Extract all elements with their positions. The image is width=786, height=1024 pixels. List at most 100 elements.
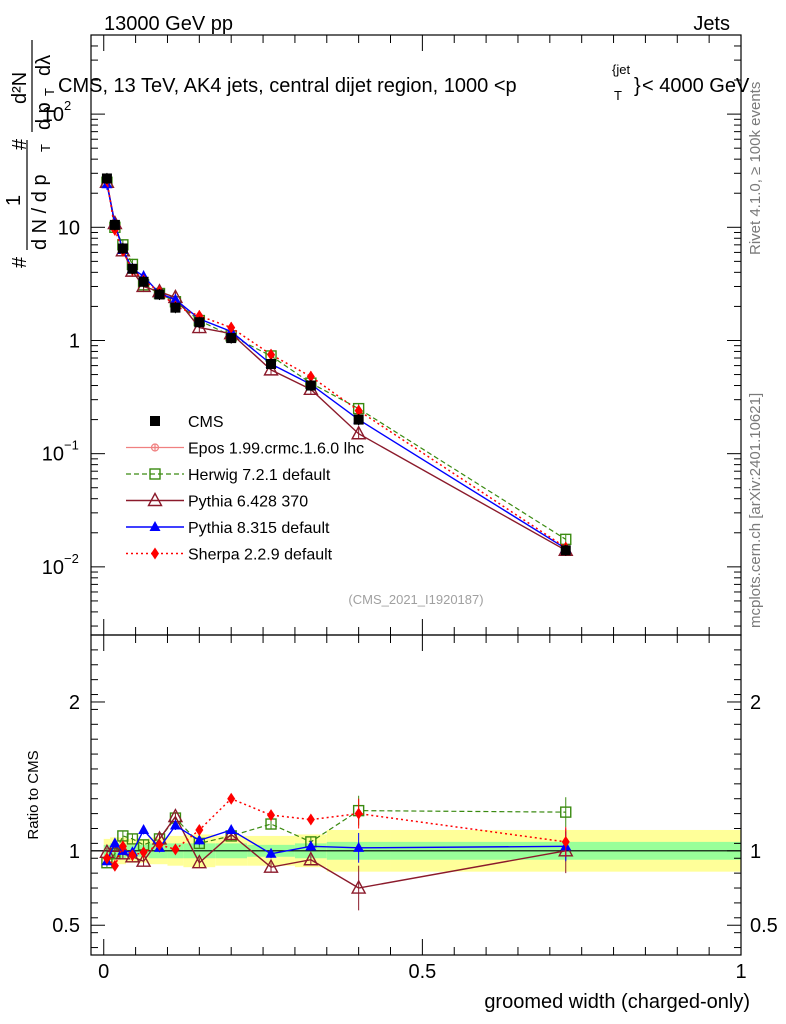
herwig-line [106,182,567,540]
sherpa-ratio-point [118,840,127,853]
main-title: CMS, 13 TeV, AK4 jets, central dijet reg… [58,62,750,103]
pythia6-ratio-point [191,854,208,869]
main-y-tick-label: 10 [42,557,64,579]
header-right: Jets [693,13,730,35]
pythia6-ratio-point [263,858,279,873]
cms-point [109,219,120,230]
title-sup: {jet [612,62,630,77]
sherpa-ratio-point [267,809,276,822]
main-y-tick-label: 10 [58,217,80,239]
main-y-label: # 1 d N / d p T # d²N d p T dλ [3,40,57,268]
main-y-tick-exponent: −1 [64,438,79,453]
pythia8-legend-marker [149,521,161,531]
title-tail: < 4000 GeV [642,75,750,97]
pythia8-ratio-point [225,823,237,834]
pythia8-ratio-point [265,847,277,858]
ylabel-hash2: # [9,138,31,150]
sherpa-ratio-point [155,838,164,851]
title-close: } [634,75,641,97]
sherpa-point [306,370,315,383]
pythia8-ratio-point [193,834,205,845]
pythia8-ratio-point [109,837,121,848]
sherpa-ratio-point [561,835,570,848]
sherpa-point [354,404,363,417]
pythia8-ratio-point [138,823,150,834]
title-sub: T [614,88,622,103]
herwig-legend-marker [149,468,161,480]
main-y-tick-exponent: −2 [64,551,79,566]
pythia6-legend-marker [147,492,163,507]
pythia8-point [169,293,181,304]
cms-point [353,414,364,425]
ratio-y-tick-label: 1 [69,841,80,863]
pythia6-ratio-point [135,852,152,867]
herwig-legend-label: Herwig 7.2.1 default [188,467,331,484]
cms-point [194,317,205,328]
sherpa-ratio-point [195,823,204,836]
sherpa-point [227,321,236,334]
sherpa-ratio-point [110,859,119,872]
epos-legend-marker [150,443,160,452]
cms-point [266,358,277,369]
cms-legend-marker [150,416,160,426]
cms-point [170,302,181,313]
analysis-watermark: (CMS_2021_I1920187) [348,592,483,607]
main-frame [90,34,742,636]
ratio-y-tick-label: 2 [69,692,80,714]
ratio-frame [90,634,742,956]
cms-legend-label: CMS [188,414,224,431]
main-y-tick-exponent: 2 [64,98,71,113]
ylabel-hash1: # [9,256,31,268]
pythia8-line [106,184,567,550]
herwig-ratio-point [560,806,572,818]
sherpa-ratio-point [354,807,363,820]
pythia8-ratio-point [169,819,181,830]
ylabel-one: 1 [3,195,25,206]
mcplots-label: mcplots.cern.ch [arXiv:2401.10621] [747,393,764,628]
title-main: CMS, 13 TeV, AK4 jets, central dijet reg… [58,75,517,97]
main-y-tick-label: 10 [42,444,64,466]
sherpa-ratio-point [227,792,236,805]
cms-point [117,243,128,254]
pythia6-point [350,425,367,440]
pythia6-ratio-point [350,879,367,894]
sherpa-ratio-point [139,846,148,859]
sherpa-ratio-point [306,813,315,826]
pythia8-legend-label: Pythia 8.315 default [188,520,330,537]
ylabel-dpt: d p [33,102,55,130]
sherpa-legend-marker [151,547,159,560]
x-tick-label: 0.5 [408,961,436,983]
sherpa-point [267,348,276,361]
ratio-y-tick-label: 0.5 [52,915,80,937]
main-y-tick-label: 10 [42,104,64,126]
ylabel-T1: T [38,144,53,152]
cms-point [226,333,237,344]
pythia6-ratio-point [303,851,319,866]
sherpa-ratio-point [102,852,111,865]
x-tick-label: 1 [735,961,746,983]
ratio-y-tick-label-right: 2 [750,692,761,714]
cms-point [305,380,316,391]
cms-point [154,289,165,300]
pythia8-ratio-point [305,840,317,851]
cms-point [560,545,571,556]
ylabel-T2: T [42,88,57,96]
cms-point [101,173,112,184]
main-y-tick-label: 1 [69,330,80,352]
ylabel-dN: d N / d p [29,174,51,250]
sherpa-ratio-point [128,849,137,862]
sherpa-line [106,180,567,549]
rivet-label: Rivet 4.1.0, ≥ 100k events [747,82,764,255]
sherpa-ratio-point [171,843,180,856]
ylabel-d2N: d²N [9,72,31,104]
x-tick-label: 0 [98,961,109,983]
pythia8-ratio-point [353,841,365,852]
sherpa-legend-label: Sherpa 2.2.9 default [188,547,333,564]
ylabel-dlam: dλ [33,55,55,76]
pythia6-legend-label: Pythia 6.428 370 [188,494,308,511]
legend: CMS Epos 1.99.crmc.1.6.0 lhc Herwig 7.2.1 … [126,414,364,564]
epos-legend-label: Epos 1.99.crmc.1.6.0 lhc [188,441,364,458]
ratio-y-label: Ratio to CMS [25,750,42,839]
